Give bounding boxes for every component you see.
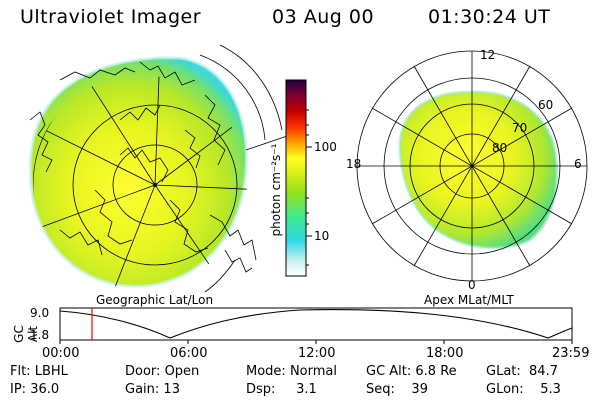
gc-alt-plot (59, 307, 573, 344)
instrument-title: Ultraviolet Imager (20, 6, 202, 28)
coastline-outlines (29, 61, 257, 273)
status-dsp: Dsp: 3.1 (246, 382, 317, 397)
gc-alt-ytick-1-8: 1.8 (30, 328, 50, 342)
mlt-label-12: 12 (480, 48, 496, 62)
mlat-label-60: 60 (538, 98, 554, 112)
gc-alt-xtick-0000: 00:00 (42, 346, 80, 361)
status-filter: Flt: LBHL (10, 364, 68, 379)
status-mode: Mode: Normal (246, 364, 337, 379)
status-ip: IP: 36.0 (10, 382, 60, 397)
status-seq: Seq: 39 (366, 382, 428, 397)
status-gain: Gain: 13 (125, 382, 180, 397)
status-glon: GLon: 5.3 (486, 382, 561, 397)
limb-lines (199, 44, 291, 293)
gc-alt-frame (59, 307, 573, 341)
mlt-label-6: 6 (574, 157, 582, 171)
mlt-label-18: 18 (346, 157, 362, 171)
magnetic-caption: Apex MLat/MLT (424, 293, 514, 307)
gc-alt-orbit-line (59, 309, 573, 339)
status-gc-alt: GC Alt: 6.8 Re (366, 364, 457, 379)
mlat-label-80: 80 (492, 141, 508, 155)
colorbar (285, 79, 307, 277)
status-glat: GLat: 84.7 (486, 364, 558, 379)
gc-alt-xtick-1800: 18:00 (426, 346, 464, 361)
mlt-label-0: 0 (468, 278, 476, 292)
colorbar-ticks (306, 109, 312, 266)
polar-grid (356, 50, 588, 282)
date-label: 03 Aug 00 (272, 6, 375, 28)
gc-alt-xtick-2359: 23:59 (552, 346, 590, 361)
gc-alt-x-ticks (59, 340, 573, 344)
gc-alt-xtick-1200: 12:00 (298, 346, 336, 361)
geographic-image (28, 44, 291, 293)
mlat-label-70: 70 (512, 121, 528, 135)
status-door: Door: Open (125, 364, 200, 379)
geographic-caption: Geographic Lat/Lon (96, 293, 214, 307)
geo-pole-marker (153, 183, 157, 187)
gc-alt-xtick-0600: 06:00 (170, 346, 208, 361)
colorbar-tick-10: 10 (314, 229, 330, 243)
time-label: 01:30:24 UT (428, 6, 551, 28)
geographic-grid (33, 75, 247, 289)
gc-alt-ytick-9: 9.0 (30, 306, 50, 320)
colorbar-unit-label: photon cm⁻²s⁻¹ (269, 143, 283, 237)
colorbar-tick-100: 100 (314, 140, 337, 154)
